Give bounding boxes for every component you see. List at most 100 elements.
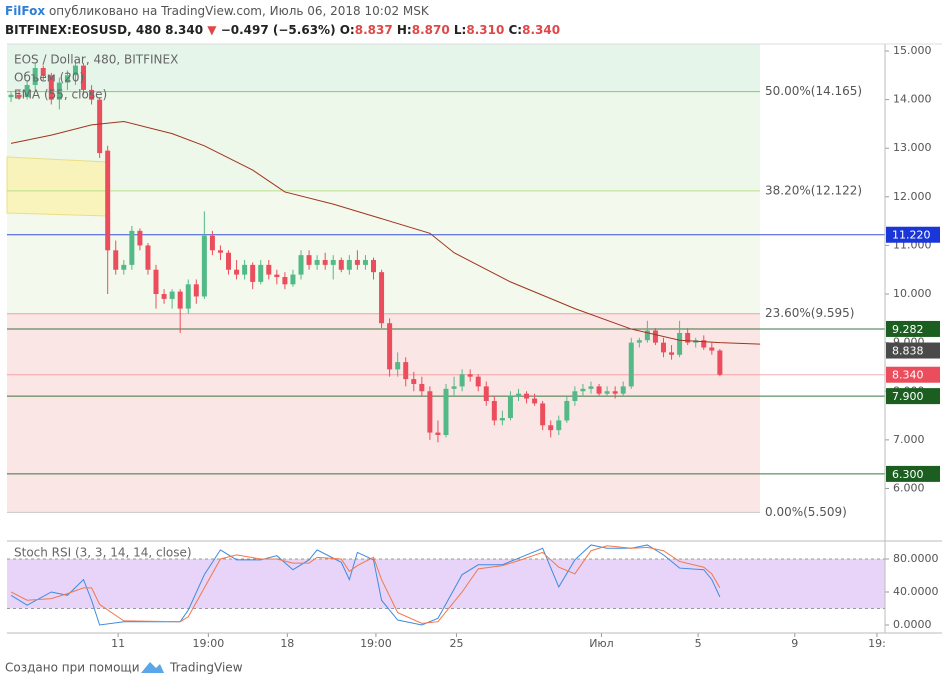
candle-body (660, 342, 666, 353)
footer-brand[interactable]: TradingView (169, 661, 243, 675)
price-box (886, 342, 940, 359)
candle-body (443, 388, 449, 436)
ohlc-label: C: (509, 23, 523, 37)
candle-body (556, 420, 562, 431)
x-tick-label: 19:00 (360, 637, 392, 650)
candle-body (56, 82, 62, 100)
price-box-label: 6.300 (892, 468, 924, 481)
last: 8.340 (165, 23, 203, 37)
volume-legend: Объем (20) (14, 71, 84, 85)
candle-body (193, 284, 199, 297)
candle-body (201, 235, 207, 297)
candle-body (685, 332, 691, 343)
price-box (886, 226, 940, 243)
highlight-box (6, 156, 108, 217)
candle-body (532, 398, 538, 404)
candle-body (564, 400, 570, 421)
candle-body (64, 75, 70, 83)
candle-body (72, 65, 78, 76)
footer-text: Создано при помощи (5, 661, 140, 675)
candle-body (8, 94, 14, 98)
candle-body (32, 68, 38, 86)
price-box (886, 388, 940, 405)
ohlc-value: 8.310 (466, 23, 504, 37)
candle-body (338, 260, 344, 270)
price-box-label: 9.282 (892, 323, 924, 336)
candle-body (612, 391, 618, 394)
ohlc-value: 8.340 (522, 23, 560, 37)
header-line-2: BITFINEX:EOSUSD, 480 8.340 ▼ −0.497 (−5.… (5, 23, 560, 37)
plot: 50.00%(14.165) 38.20%(12.122) 23.60%(9.595… (7, 44, 940, 650)
candle-body (137, 230, 143, 246)
author: FilFox (5, 4, 45, 18)
candle-body (290, 274, 296, 285)
candle-body (395, 362, 401, 370)
candle-body (89, 89, 95, 100)
candle-body (499, 417, 505, 421)
candle-body (217, 250, 223, 253)
candle-body (153, 269, 159, 295)
price-box-label: 8.340 (892, 369, 924, 382)
candle-body (467, 374, 473, 377)
candle-body (298, 255, 304, 275)
y-tick-label: 7.000 (893, 433, 925, 446)
price-box-label: 11.220 (892, 229, 931, 242)
candle-body (362, 260, 368, 265)
candle-body (48, 75, 54, 100)
stoch-title: Stoch RSI (3, 3, 14, 14, close) (14, 546, 192, 560)
candle-body (636, 340, 642, 343)
ohlc-label: O: (340, 23, 355, 37)
x-tick-label: Июл (589, 637, 614, 650)
y-tick-label: 40.0000 (893, 585, 939, 598)
line (10, 120, 761, 345)
fib-label: 38.20%(12.122) (765, 183, 862, 197)
candle-body (652, 330, 658, 343)
candle-body (403, 362, 409, 380)
candle-body (572, 391, 578, 401)
candle-body (515, 393, 521, 397)
candle-body (322, 260, 328, 265)
candle-body (234, 269, 240, 275)
y-tick-label: 15.000 (893, 44, 932, 57)
fib-zone (7, 91, 760, 191)
band (7, 558, 885, 609)
x-tick-label: 19:00 (193, 637, 225, 650)
arrow: ▼ (207, 23, 217, 37)
candle-body (620, 386, 626, 394)
candle-body (226, 252, 232, 270)
candle-body (121, 264, 127, 270)
candle-body (354, 260, 360, 265)
candle-body (475, 376, 481, 387)
candle-body (451, 386, 457, 389)
fib-zone (7, 313, 760, 513)
candle-body (709, 347, 715, 351)
candle-body (97, 99, 103, 154)
candle-body (507, 396, 513, 418)
candle-body (161, 294, 167, 299)
candle-body (387, 323, 393, 370)
candle-body (379, 272, 385, 324)
logo-icon[interactable] (141, 662, 164, 673)
ohlc-label: L: (454, 23, 466, 37)
y-tick-label: 10.000 (893, 287, 932, 300)
price-box (886, 320, 940, 337)
x-tick-label: 19: (868, 637, 886, 650)
y-tick-label: 12.000 (893, 190, 932, 203)
tradingview-logo[interactable]: TradingView (141, 661, 243, 675)
ohlc-label: H: (397, 23, 412, 37)
line (10, 544, 721, 626)
candle-body (242, 264, 248, 275)
candle-body (628, 342, 634, 387)
candle-body (169, 291, 175, 299)
fib-zone (7, 44, 760, 92)
candle-body (644, 330, 650, 341)
candle-body (306, 255, 312, 265)
y-tick-label: 13.000 (893, 141, 932, 154)
candle-body (669, 352, 675, 355)
line (10, 545, 721, 624)
candle-body (427, 391, 433, 433)
ohlc-value: 8.870 (412, 23, 450, 37)
price-box-label: 8.838 (892, 345, 924, 358)
candle-body (24, 85, 30, 98)
